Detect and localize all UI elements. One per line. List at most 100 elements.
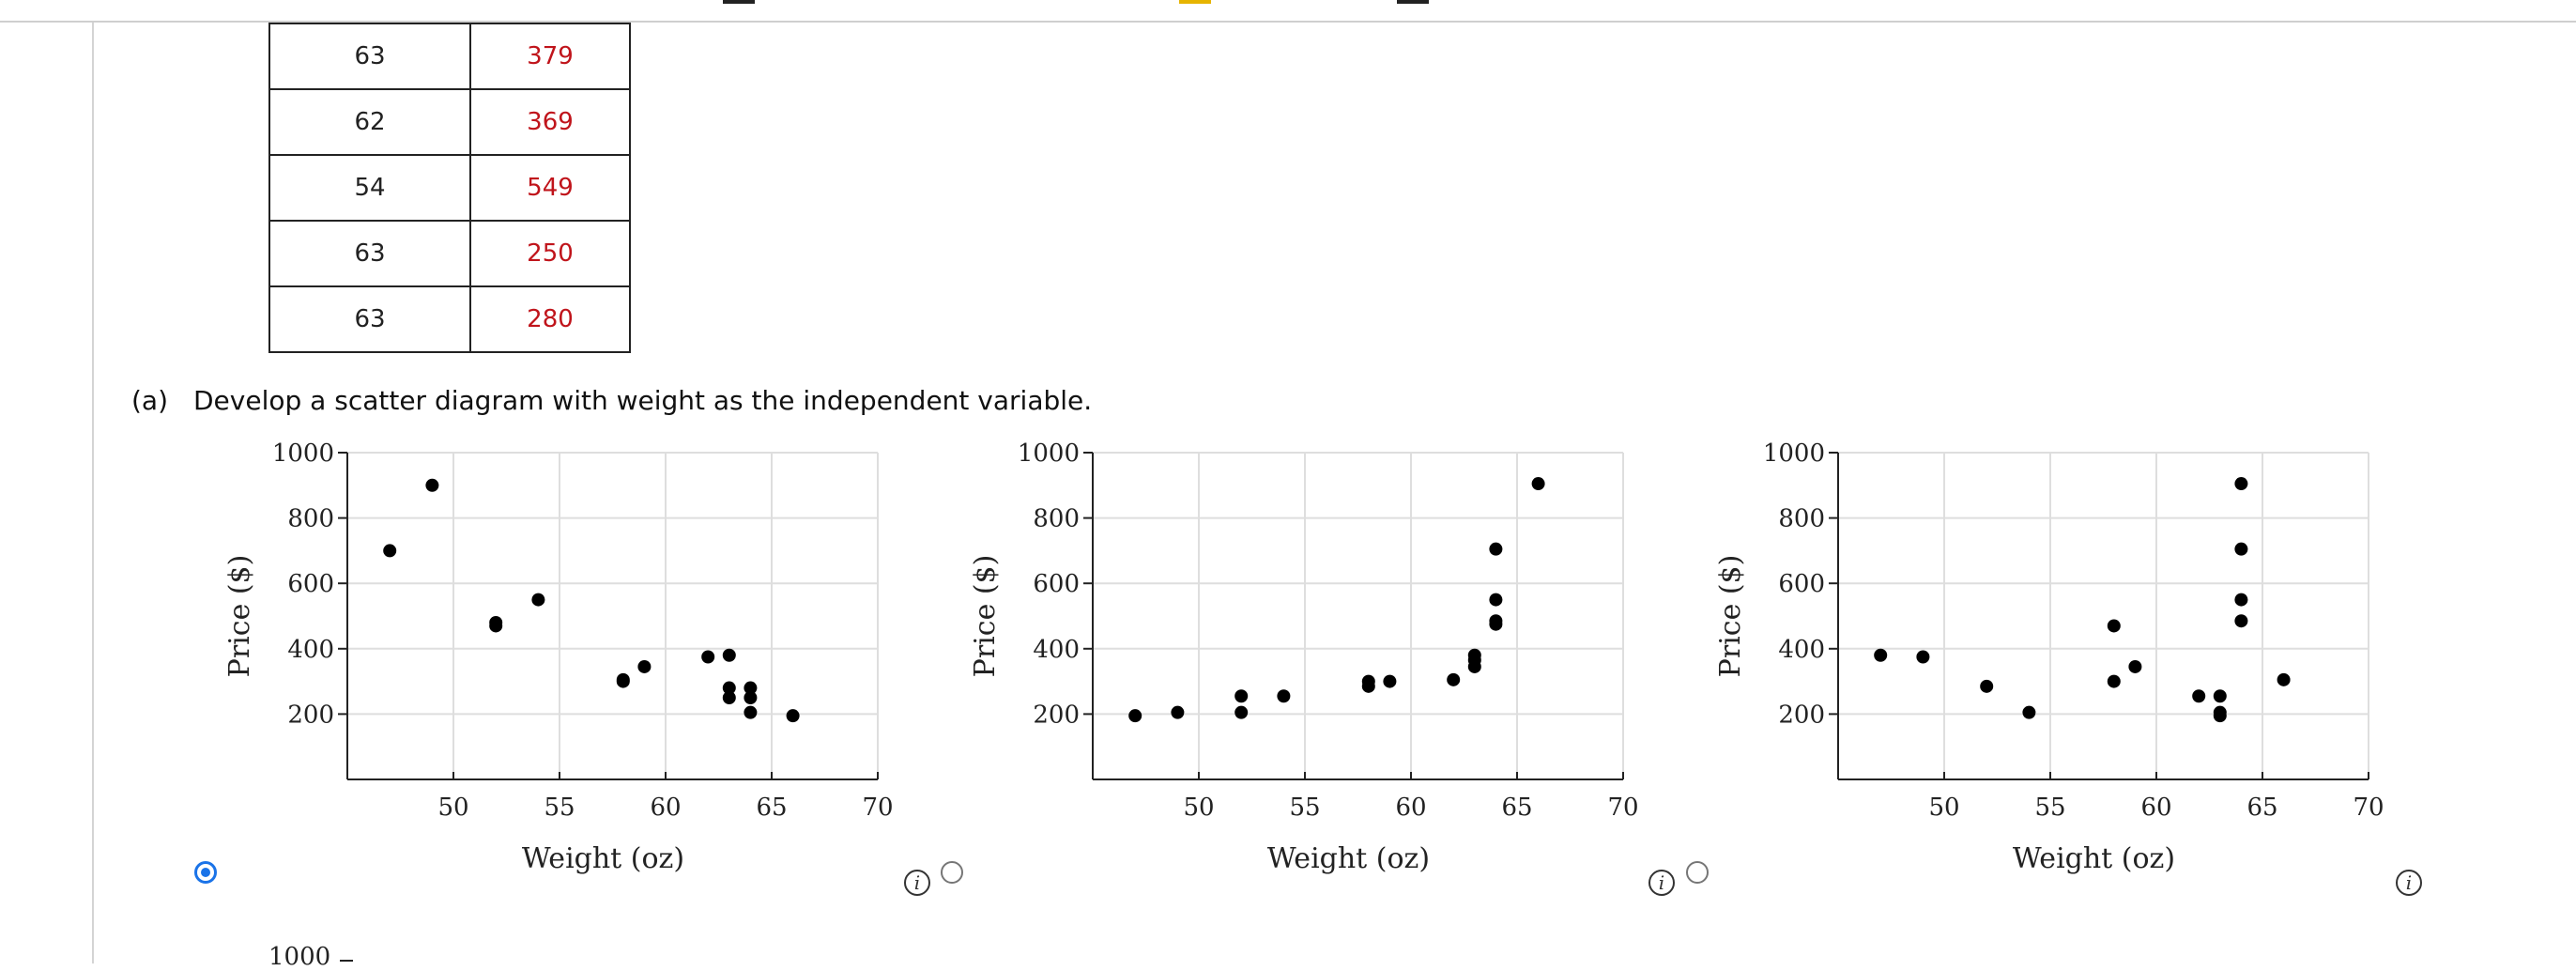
y-tick-label: 800 — [1778, 505, 1825, 533]
weight-cell: 63 — [268, 23, 471, 90]
toolbar-mark-1 — [723, 0, 755, 4]
option-1-radio[interactable] — [194, 861, 217, 884]
data-point — [1489, 542, 1503, 556]
x-axis-label: Weight (oz) — [522, 842, 684, 875]
info-icon[interactable]: i — [904, 870, 930, 896]
data-point — [2234, 614, 2248, 628]
x-tick-label: 60 — [1395, 794, 1426, 822]
table-row: 62 369 — [268, 88, 631, 156]
y-tick-label: 400 — [287, 636, 334, 664]
info-icon[interactable]: i — [1648, 870, 1675, 896]
x-tick-label: 50 — [1928, 794, 1959, 822]
data-point — [744, 691, 758, 704]
x-tick-label: 70 — [1607, 794, 1638, 822]
x-tick-label: 65 — [1501, 794, 1532, 822]
y-axis-label: Price ($) — [969, 555, 1002, 678]
info-icon[interactable]: i — [2396, 870, 2422, 896]
question-a: (a) Develop a scatter diagram with weight… — [131, 385, 1092, 416]
y-tick-label: 200 — [287, 701, 334, 729]
data-point — [1128, 709, 1142, 723]
x-tick-label: 50 — [437, 794, 468, 822]
y-tick-label: 200 — [1033, 701, 1080, 729]
data-point — [1171, 705, 1185, 719]
data-table: 63 379 62 369 54 549 63 250 63 280 — [268, 23, 631, 353]
x-tick-label: 55 — [1289, 794, 1320, 822]
data-point — [701, 650, 715, 664]
top-divider — [0, 21, 2576, 23]
data-point — [2128, 659, 2142, 673]
data-point — [2213, 689, 2227, 703]
x-tick-label: 60 — [650, 794, 681, 822]
y-tick-label: 400 — [1033, 636, 1080, 664]
data-point — [616, 672, 630, 686]
data-point — [1874, 648, 1888, 662]
data-point — [1383, 674, 1397, 688]
data-point — [1489, 593, 1503, 607]
scatter-chart-option-1: 50 55 60 65 70 200 400 600 800 1000 Weight (oz) Pri… — [223, 439, 894, 875]
data-point — [1447, 672, 1461, 686]
data-point — [2234, 593, 2248, 607]
data-point — [637, 659, 652, 673]
data-point — [1234, 705, 1249, 719]
data-point — [1277, 689, 1291, 703]
x-axis-label: Weight (oz) — [2013, 842, 2175, 875]
y-tick-label: 800 — [1033, 505, 1080, 533]
data-point — [1234, 689, 1249, 703]
weight-cell: 63 — [268, 285, 471, 353]
data-point — [2192, 689, 2206, 703]
question-label: (a) — [131, 385, 169, 416]
next-chart-y-tick — [340, 960, 353, 962]
price-cell: 379 — [469, 23, 631, 90]
data-point — [1980, 679, 1994, 693]
data-point — [744, 705, 758, 719]
x-tick-label: 65 — [2246, 794, 2277, 822]
weight-cell: 62 — [268, 88, 471, 156]
data-point — [1531, 477, 1545, 491]
y-axis-label: Price ($) — [223, 555, 256, 678]
price-cell: 280 — [469, 285, 631, 353]
weight-cell: 63 — [268, 220, 471, 287]
y-tick-label: 200 — [1778, 701, 1825, 729]
data-point — [1489, 614, 1503, 628]
price-cell: 369 — [469, 88, 631, 156]
table-row: 63 280 — [268, 285, 631, 353]
data-point — [786, 709, 800, 723]
price-cell: 549 — [469, 154, 631, 222]
x-tick-label: 55 — [2034, 794, 2065, 822]
data-point — [722, 681, 736, 695]
toolbar-mark-3 — [1397, 0, 1429, 4]
x-axis-label: Weight (oz) — [1267, 842, 1430, 875]
price-cell: 250 — [469, 220, 631, 287]
data-point — [722, 691, 736, 704]
weight-cell: 54 — [268, 154, 471, 222]
data-point — [2022, 705, 2036, 719]
scatter-chart-option-2: 50 55 60 65 70 200 400 600 800 1000 Weight (oz) Pri… — [969, 439, 1639, 875]
y-tick-label: 400 — [1778, 636, 1825, 664]
data-point — [744, 681, 758, 695]
y-tick-label: 600 — [1778, 570, 1825, 598]
data-point — [1916, 650, 1930, 664]
table-row: 63 250 — [268, 220, 631, 287]
data-point — [1467, 648, 1481, 662]
x-tick-label: 70 — [862, 794, 893, 822]
x-tick-label: 65 — [756, 794, 787, 822]
option-2-radio[interactable] — [941, 861, 963, 884]
y-tick-label: 1000 — [1018, 439, 1080, 468]
data-point — [383, 544, 397, 558]
data-point — [425, 478, 439, 492]
data-point — [2234, 477, 2248, 491]
option-3-radio[interactable] — [1686, 861, 1709, 884]
data-point — [2213, 709, 2227, 723]
y-axis-label: Price ($) — [1714, 555, 1747, 678]
x-tick-label: 50 — [1183, 794, 1214, 822]
scatter-chart-option-3: 50 55 60 65 70 200 400 600 800 1000 Weight (oz) Pri… — [1714, 439, 2384, 875]
y-tick-label: 1000 — [272, 439, 334, 468]
toolbar-mark-2 — [1179, 0, 1211, 4]
data-point — [489, 615, 503, 629]
data-point — [1361, 674, 1375, 688]
next-chart-y-tick-label: 1000 — [268, 943, 331, 971]
x-tick-label: 60 — [2140, 794, 2171, 822]
data-point — [722, 648, 736, 662]
x-tick-label: 55 — [544, 794, 575, 822]
table-row: 54 549 — [268, 154, 631, 222]
